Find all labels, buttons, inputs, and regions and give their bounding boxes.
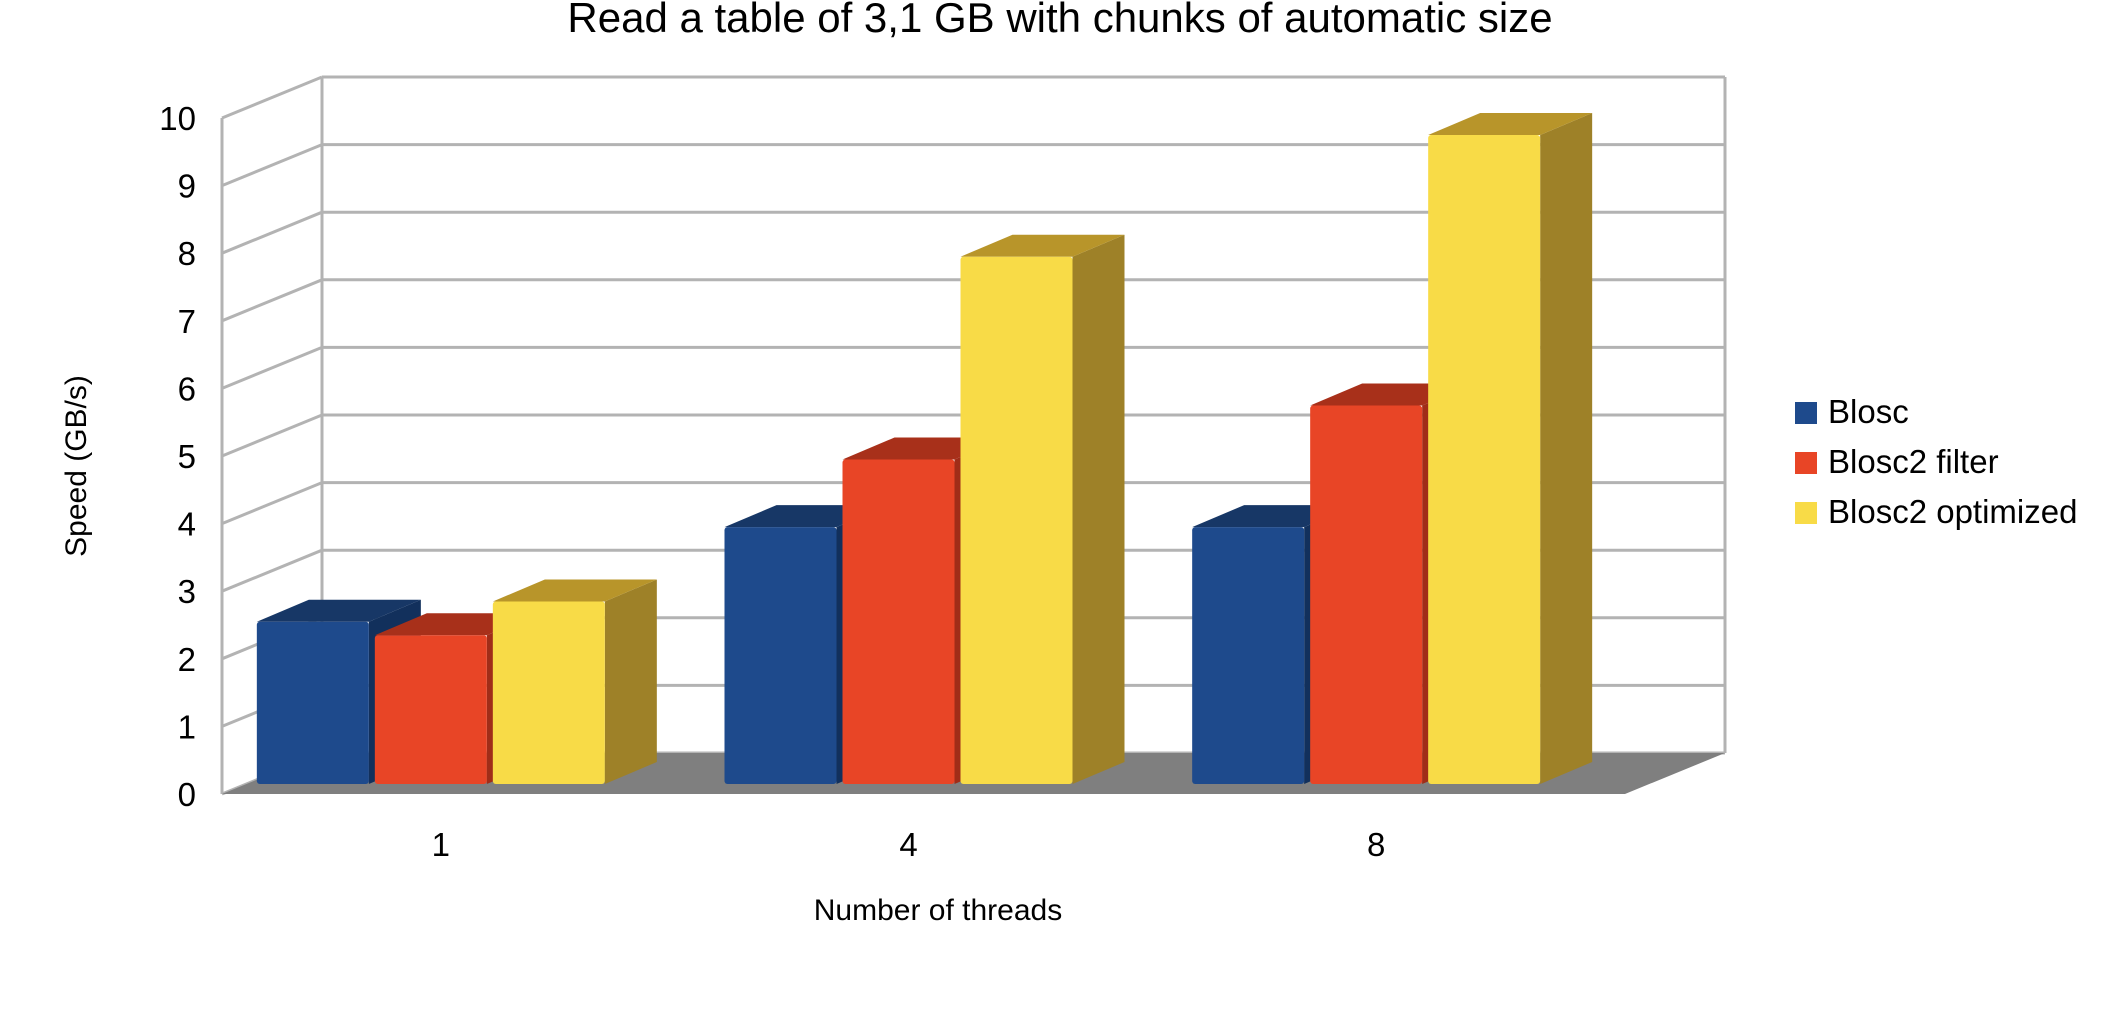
bar [960,234,1125,785]
bars [256,113,1593,785]
bar-front [960,256,1073,785]
y-tick-label: 8 [178,235,196,272]
bar-top [960,234,1125,257]
y-ticks: 0 1 2 3 4 5 6 7 8 9 10 [159,100,196,813]
grid-line-side [221,278,323,323]
legend: Blosc Blosc2 filter Blosc2 optimized [1795,393,2077,530]
y-tick-label: 10 [159,100,196,137]
bar-front [842,459,955,784]
bar-front [724,527,837,784]
y-tick-label: 2 [178,641,196,678]
grid-line-side [221,346,323,390]
bar-side [604,579,657,784]
bar-front [1192,527,1305,784]
bar-front [492,601,605,784]
bar-front [1428,135,1541,785]
bar-front [1310,405,1423,784]
y-tick-label: 0 [178,776,196,813]
legend-swatch [1795,402,1817,424]
grid-line-side [221,210,323,255]
legend-swatch [1795,452,1817,474]
x-tick-label: 4 [899,826,917,863]
y-tick-label: 3 [178,573,196,610]
legend-label: Blosc2 filter [1828,443,1999,480]
bar [492,579,657,784]
grid-line-side [221,143,323,187]
y-tick-label: 1 [178,708,196,745]
x-axis-label: Number of threads [814,894,1062,927]
chart-title: Read a table of 3,1 GB with chunks of au… [567,0,1552,41]
y-tick-label: 5 [178,438,196,475]
x-tick-label: 1 [432,826,450,863]
legend-label: Blosc2 optimized [1828,493,2077,530]
bar-side [1540,113,1593,785]
x-ticks: 1 4 8 [432,826,1386,863]
y-tick-label: 6 [178,370,196,407]
bar-top [492,579,657,602]
grid-line-side [221,548,323,593]
bar-side [1072,234,1125,785]
bar-top [256,599,421,622]
y-tick-label: 4 [178,506,196,543]
y-axis-label: Speed (GB/s) [60,375,93,557]
x-tick-label: 8 [1367,826,1385,863]
grid-line-side [221,413,323,458]
legend-label: Blosc [1828,393,1909,430]
legend-swatch [1795,502,1817,524]
grid-line-side [221,75,323,120]
y-tick-label: 9 [178,168,196,205]
bar-top [1428,113,1593,136]
y-tick-label: 7 [178,303,196,340]
bar [1428,113,1593,785]
bar-front [374,635,487,784]
bar-front [256,621,369,784]
grid-line-side [221,481,323,525]
